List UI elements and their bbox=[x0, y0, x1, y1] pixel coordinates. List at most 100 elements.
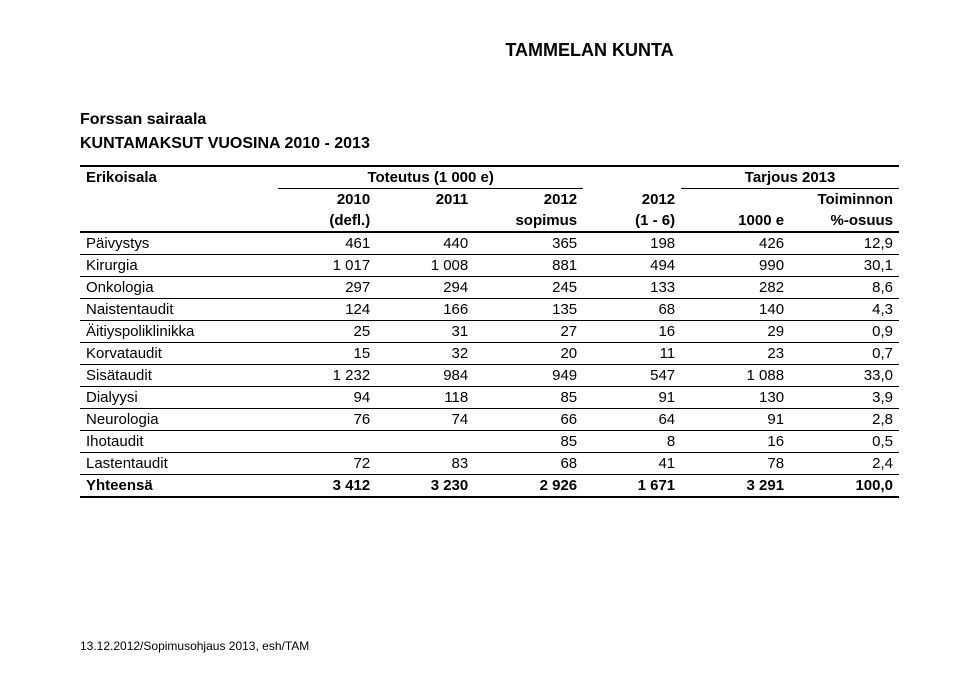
total-value: 2 926 bbox=[474, 475, 583, 498]
row-label: Päivystys bbox=[80, 232, 278, 255]
table-total-row: Yhteensä3 4123 2302 9261 6713 291100,0 bbox=[80, 475, 899, 498]
cell-value bbox=[376, 431, 474, 453]
row-label: Korvataudit bbox=[80, 343, 278, 365]
cell-value: 365 bbox=[474, 232, 583, 255]
col-header-rowlabel: Erikoisala bbox=[80, 166, 278, 189]
col-sub-16: (1 - 6) bbox=[583, 210, 681, 232]
cell-value: 1 008 bbox=[376, 255, 474, 277]
cell-value: 440 bbox=[376, 232, 474, 255]
table-row: Lastentaudit72836841782,4 bbox=[80, 453, 899, 475]
cell-value: 32 bbox=[376, 343, 474, 365]
cell-value: 949 bbox=[474, 365, 583, 387]
row-label: Ihotaudit bbox=[80, 431, 278, 453]
cell-value: 31 bbox=[376, 321, 474, 343]
cell-value: 30,1 bbox=[790, 255, 899, 277]
total-label: Yhteensä bbox=[80, 475, 278, 498]
cell-value: 16 bbox=[583, 321, 681, 343]
cell-value: 76 bbox=[278, 409, 376, 431]
page-title: TAMMELAN KUNTA bbox=[280, 40, 899, 61]
cell-value: 0,5 bbox=[790, 431, 899, 453]
cell-value: 27 bbox=[474, 321, 583, 343]
table-row: Neurologia76746664912,8 bbox=[80, 409, 899, 431]
table-row: Ihotaudit858160,5 bbox=[80, 431, 899, 453]
cell-value: 3,9 bbox=[790, 387, 899, 409]
cell-value: 166 bbox=[376, 299, 474, 321]
cell-value: 8 bbox=[583, 431, 681, 453]
table-row: Sisätaudit1 2329849495471 08833,0 bbox=[80, 365, 899, 387]
cell-value: 881 bbox=[474, 255, 583, 277]
cell-value: 15 bbox=[278, 343, 376, 365]
cell-value: 16 bbox=[681, 431, 790, 453]
cell-value: 245 bbox=[474, 277, 583, 299]
row-label: Neurologia bbox=[80, 409, 278, 431]
cell-value: 20 bbox=[474, 343, 583, 365]
col-sub-defl: (defl.) bbox=[278, 210, 376, 232]
cell-value: 135 bbox=[474, 299, 583, 321]
cell-value: 461 bbox=[278, 232, 376, 255]
cell-value: 0,7 bbox=[790, 343, 899, 365]
table-row: Kirurgia1 0171 00888149499030,1 bbox=[80, 255, 899, 277]
cell-value: 23 bbox=[681, 343, 790, 365]
col-year-2012b: 2012 bbox=[583, 189, 681, 211]
cell-value: 1 232 bbox=[278, 365, 376, 387]
total-value: 100,0 bbox=[790, 475, 899, 498]
cell-value: 85 bbox=[474, 387, 583, 409]
subtitle-period: KUNTAMAKSUT VUOSINA 2010 - 2013 bbox=[80, 135, 899, 153]
cell-value: 41 bbox=[583, 453, 681, 475]
row-label: Onkologia bbox=[80, 277, 278, 299]
table-row: Äitiyspoliklinikka25312716290,9 bbox=[80, 321, 899, 343]
cell-value: 11 bbox=[583, 343, 681, 365]
cell-value: 547 bbox=[583, 365, 681, 387]
col-sub-blank bbox=[376, 210, 474, 232]
cell-value: 83 bbox=[376, 453, 474, 475]
cell-value: 118 bbox=[376, 387, 474, 409]
cell-value: 140 bbox=[681, 299, 790, 321]
row-label: Äitiyspoliklinikka bbox=[80, 321, 278, 343]
cell-value: 29 bbox=[681, 321, 790, 343]
cell-value bbox=[278, 431, 376, 453]
cell-value: 1 088 bbox=[681, 365, 790, 387]
table-row: Onkologia2972942451332828,6 bbox=[80, 277, 899, 299]
cell-value: 64 bbox=[583, 409, 681, 431]
total-value: 3 230 bbox=[376, 475, 474, 498]
row-label: Naistentaudit bbox=[80, 299, 278, 321]
cell-value: 1 017 bbox=[278, 255, 376, 277]
col-year-2010: 2010 bbox=[278, 189, 376, 211]
cell-value: 282 bbox=[681, 277, 790, 299]
total-value: 3 291 bbox=[681, 475, 790, 498]
cell-value: 12,9 bbox=[790, 232, 899, 255]
row-label: Lastentaudit bbox=[80, 453, 278, 475]
table-row: Naistentaudit124166135681404,3 bbox=[80, 299, 899, 321]
cell-value: 294 bbox=[376, 277, 474, 299]
cell-value: 68 bbox=[474, 453, 583, 475]
cell-value: 74 bbox=[376, 409, 474, 431]
col-group-tarjous: Tarjous 2013 bbox=[681, 166, 899, 189]
cell-value: 2,8 bbox=[790, 409, 899, 431]
col-group-toteutus: Toteutus (1 000 e) bbox=[278, 166, 583, 189]
total-value: 1 671 bbox=[583, 475, 681, 498]
cell-value: 8,6 bbox=[790, 277, 899, 299]
col-year-2011: 2011 bbox=[376, 189, 474, 211]
cell-value: 33,0 bbox=[790, 365, 899, 387]
cell-value: 4,3 bbox=[790, 299, 899, 321]
cell-value: 124 bbox=[278, 299, 376, 321]
cell-value: 990 bbox=[681, 255, 790, 277]
cell-value: 0,9 bbox=[790, 321, 899, 343]
row-label: Dialyysi bbox=[80, 387, 278, 409]
col-sub-sopimus: sopimus bbox=[474, 210, 583, 232]
total-value: 3 412 bbox=[278, 475, 376, 498]
cell-value: 94 bbox=[278, 387, 376, 409]
table-row: Korvataudit15322011230,7 bbox=[80, 343, 899, 365]
cell-value: 198 bbox=[583, 232, 681, 255]
col-toiminnon: Toiminnon bbox=[681, 189, 899, 211]
cell-value: 66 bbox=[474, 409, 583, 431]
document-page: TAMMELAN KUNTA Forssan sairaala KUNTAMAK… bbox=[0, 0, 959, 678]
cell-value: 2,4 bbox=[790, 453, 899, 475]
cell-value: 91 bbox=[583, 387, 681, 409]
table-row: Päivystys46144036519842612,9 bbox=[80, 232, 899, 255]
cell-value: 91 bbox=[681, 409, 790, 431]
cell-value: 78 bbox=[681, 453, 790, 475]
subtitle-hospital: Forssan sairaala bbox=[80, 111, 899, 129]
cell-value: 25 bbox=[278, 321, 376, 343]
row-label: Kirurgia bbox=[80, 255, 278, 277]
